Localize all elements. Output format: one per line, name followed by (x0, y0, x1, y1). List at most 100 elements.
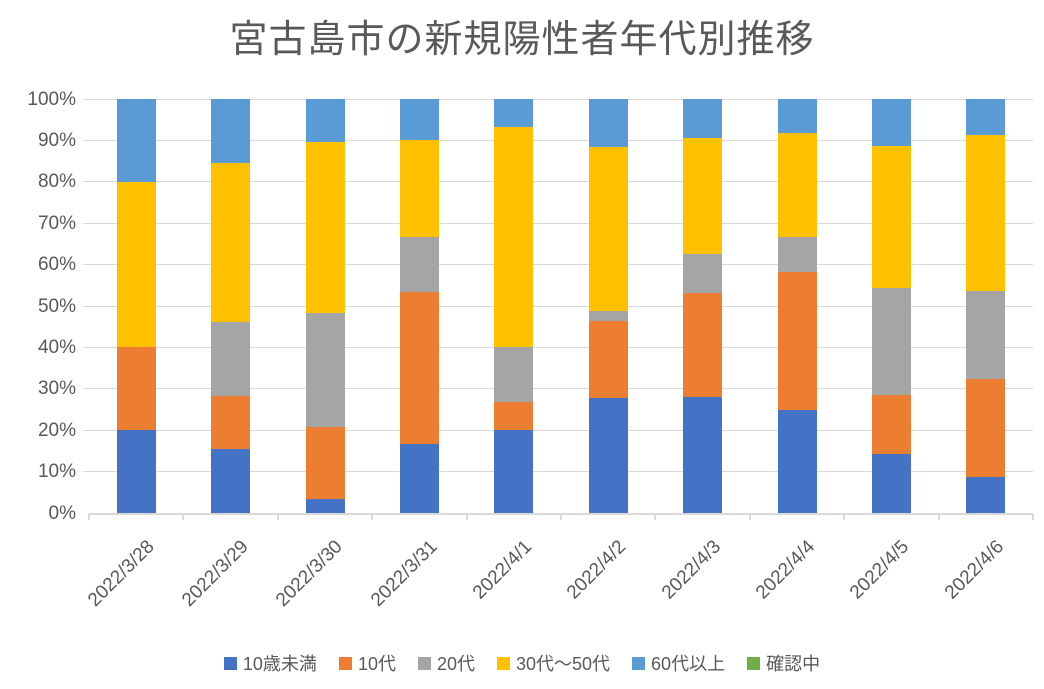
x-axis-tick (371, 514, 374, 520)
segment-20代 (305, 313, 345, 428)
legend-label: 10歳未満 (242, 654, 317, 674)
x-axis-category-label: 2022/3/28 (83, 536, 159, 611)
legend-marker (497, 656, 510, 670)
x-axis-tick (654, 514, 657, 520)
segment-10歳未満 (399, 443, 439, 513)
legend-label: 10代 (357, 654, 396, 674)
x-axis-category-label: 2022/4/3 (657, 536, 725, 604)
segment-20代 (683, 254, 723, 294)
segment-20代 (494, 347, 534, 403)
x-axis-tick (276, 514, 279, 520)
legend-item-確認中: 確認中 (747, 650, 820, 676)
segment-10歳未満 (494, 430, 534, 513)
bar-2022/4/5 (871, 99, 911, 513)
segment-10歳未満 (966, 476, 1006, 513)
legend-marker (223, 656, 237, 670)
x-axis-tick (843, 514, 846, 520)
y-axis-tick-label: 80% (37, 171, 76, 193)
segment-10代 (399, 292, 439, 444)
segment-10代 (777, 271, 817, 410)
bar-2022/4/2 (588, 99, 628, 513)
segment-10歳未満 (777, 409, 817, 513)
segment-30代〜50代 (211, 162, 251, 323)
x-axis-tick (937, 514, 940, 520)
gridline (83, 264, 1033, 266)
y-axis-tick-label: 40% (37, 336, 76, 358)
x-axis-category-label: 2022/4/1 (468, 536, 536, 604)
y-axis-tick-label: 20% (37, 419, 76, 441)
bar-2022/4/4 (777, 99, 817, 513)
segment-10代 (966, 379, 1006, 477)
y-axis-tick-label: 70% (37, 212, 76, 234)
gridline (83, 305, 1033, 307)
segment-30代〜50代 (777, 133, 817, 237)
segment-10代 (305, 427, 345, 499)
segment-10代 (494, 402, 534, 431)
segment-20代 (871, 288, 911, 395)
segment-10代 (588, 320, 628, 398)
segment-10歳未満 (211, 449, 251, 513)
segment-30代〜50代 (871, 146, 911, 289)
segment-60代以上 (871, 99, 911, 147)
segment-60代以上 (305, 99, 345, 142)
x-axis-tick (560, 514, 562, 520)
segment-30代〜50代 (494, 126, 534, 348)
x-axis-tick (182, 514, 185, 520)
segment-60代以上 (399, 99, 439, 141)
gridline (83, 346, 1033, 348)
segment-20代 (211, 322, 251, 397)
segment-10歳未満 (871, 453, 911, 513)
bar-2022/4/6 (966, 99, 1006, 513)
gridline (83, 98, 1033, 100)
gridline (83, 222, 1033, 224)
bar-2022/3/31 (399, 99, 439, 513)
segment-60代以上 (116, 99, 156, 182)
legend-item-10歳未満: 10歳未満 (223, 650, 317, 676)
legend-marker (417, 656, 431, 670)
segment-60代以上 (588, 99, 628, 148)
x-axis-category-label: 2022/3/30 (272, 536, 348, 611)
y-axis-tick-label: 0% (48, 502, 76, 524)
segment-30代〜50代 (588, 147, 628, 311)
x-axis-category-label: 2022/4/6 (940, 536, 1008, 604)
segment-10代 (871, 394, 911, 454)
legend-marker (632, 656, 646, 670)
x-axis-category-label: 2022/3/31 (366, 536, 442, 611)
segment-60代以上 (683, 99, 723, 138)
y-axis-tick-label: 30% (37, 378, 76, 400)
gridline (83, 139, 1033, 141)
segment-10代 (683, 293, 723, 397)
y-axis-tick-label: 60% (37, 254, 76, 276)
gridline (83, 181, 1033, 183)
legend-marker (338, 656, 352, 670)
segment-10歳未満 (683, 396, 723, 513)
y-axis-tick-label: 50% (37, 295, 76, 317)
segment-30代〜50代 (966, 135, 1006, 292)
legend-label: 確認中 (766, 654, 821, 674)
x-axis-category-label: 2022/4/2 (563, 536, 631, 604)
segment-20代 (966, 291, 1006, 380)
legend-label: 20代 (436, 654, 475, 674)
x-axis-tick (748, 514, 751, 520)
legend-marker (747, 656, 761, 670)
legend-label: 30代〜50代 (516, 654, 611, 674)
legend-item-60代以上: 60代以上 (632, 650, 725, 676)
legend-item-30代〜50代: 30代〜50代 (497, 650, 610, 676)
x-axis-tick (465, 514, 468, 520)
y-axis-tick-label: 90% (37, 129, 76, 151)
legend: 10歳未満 10代 20代 30代〜50代 60代以上 確認中 (0, 650, 1044, 676)
segment-10代 (211, 396, 251, 450)
legend-label: 60代以上 (651, 654, 726, 674)
segment-30代〜50代 (305, 141, 345, 314)
segment-60代以上 (211, 99, 251, 163)
legend-item-20代: 20代 (417, 650, 475, 676)
segment-30代〜50代 (399, 140, 439, 237)
chart-title: 宮古島市の新規陽性者年代別推移 (229, 19, 815, 61)
segment-10歳未満 (588, 397, 628, 513)
bar-2022/4/3 (683, 99, 723, 513)
segment-60代以上 (777, 99, 817, 134)
bar-2022/3/30 (305, 99, 345, 513)
x-axis-tick (1032, 514, 1034, 520)
segment-20代 (588, 310, 628, 321)
